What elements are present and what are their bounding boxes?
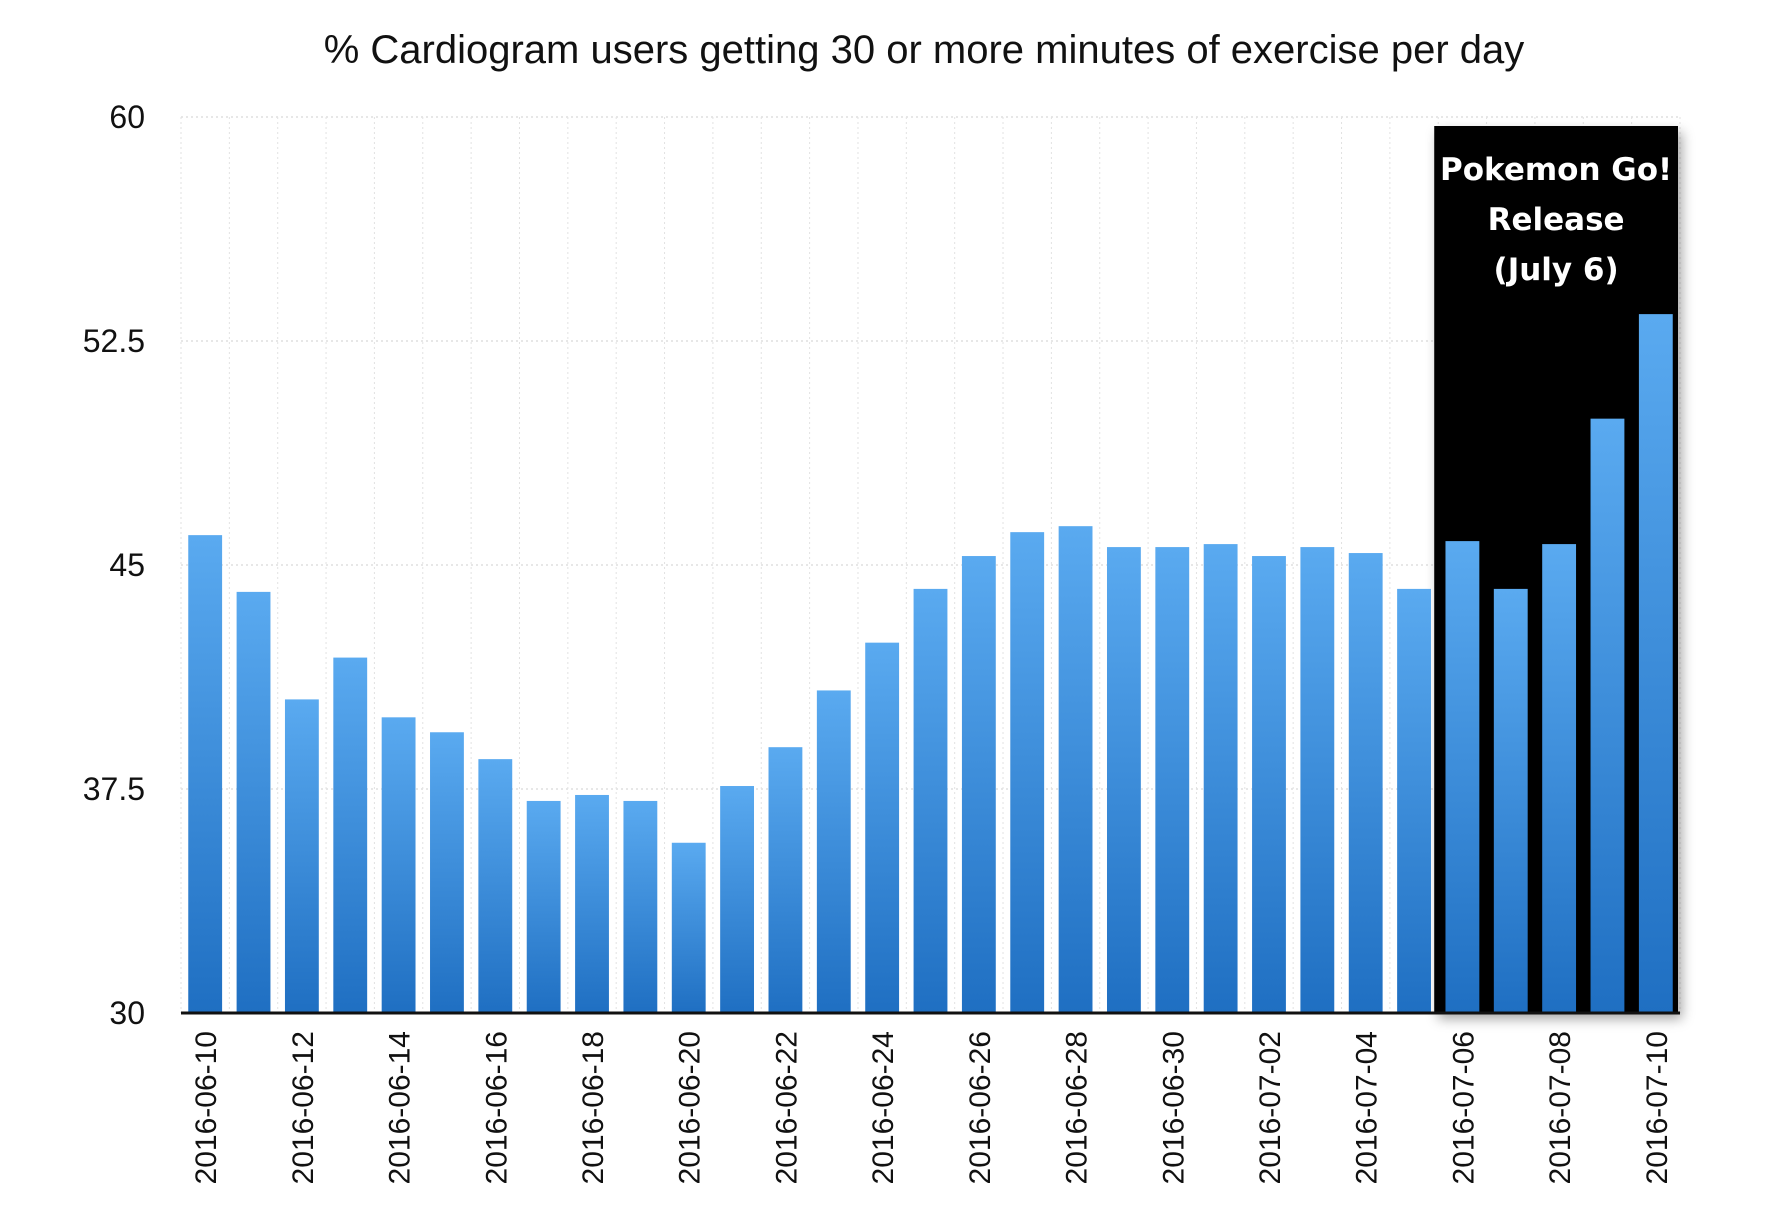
y-tick-label: 30 — [109, 995, 145, 1031]
x-tick-label: 2016-07-06 — [1447, 1031, 1480, 1184]
annotation-line: (July 6) — [1494, 252, 1619, 288]
bar-2016-06-28 — [1058, 526, 1093, 1013]
x-tick-label: 2016-07-08 — [1544, 1031, 1577, 1184]
x-tick-label: 2016-06-16 — [480, 1031, 513, 1184]
bar-2016-06-26 — [961, 556, 996, 1013]
x-tick-label: 2016-06-28 — [1061, 1031, 1094, 1184]
bar-2016-06-27 — [1010, 532, 1045, 1013]
bar-2016-06-21 — [720, 786, 755, 1013]
y-tick-label: 52.5 — [83, 323, 145, 359]
bar-2016-07-02 — [1252, 556, 1286, 1013]
x-tick-label: 2016-07-04 — [1351, 1031, 1384, 1184]
bar-2016-06-19 — [623, 800, 658, 1013]
bar-2016-06-23 — [816, 690, 851, 1013]
bar-2016-06-14 — [381, 717, 416, 1013]
bar-2016-06-16 — [478, 759, 513, 1013]
bar-2016-06-30 — [1155, 547, 1190, 1013]
bar-2016-06-24 — [865, 642, 900, 1013]
x-tick-label: 2016-07-10 — [1641, 1031, 1674, 1184]
bar-2016-07-07 — [1493, 588, 1528, 1013]
bar-2016-06-25 — [913, 588, 948, 1013]
x-tick-label: 2016-06-12 — [287, 1031, 320, 1184]
bar-2016-07-04 — [1348, 553, 1383, 1013]
bar-2016-07-05 — [1397, 588, 1431, 1013]
bar-2016-06-22 — [768, 747, 803, 1013]
x-tick-label: 2016-06-10 — [190, 1031, 223, 1184]
x-tick-label: 2016-07-02 — [1254, 1031, 1287, 1184]
annotation-line: Release — [1488, 202, 1625, 238]
bar-2016-06-15 — [430, 732, 464, 1013]
y-tick-labels: 30 37.5 45 52.5 60 — [83, 99, 145, 1031]
bar-2016-06-11 — [236, 591, 271, 1013]
x-tick-label: 2016-06-14 — [384, 1031, 417, 1184]
x-tick-label: 2016-06-20 — [674, 1031, 707, 1184]
bar-2016-06-12 — [284, 699, 319, 1013]
bar-2016-07-01 — [1203, 544, 1238, 1013]
x-tick-label: 2016-06-30 — [1157, 1031, 1190, 1184]
bar-2016-06-29 — [1106, 547, 1141, 1013]
annotation-text: Pokemon Go! Release (July 6) — [1440, 152, 1672, 288]
bar-2016-06-20 — [671, 842, 706, 1013]
bar-2016-06-10 — [188, 535, 223, 1013]
y-tick-label: 45 — [109, 547, 145, 583]
x-tick-label: 2016-06-26 — [964, 1031, 997, 1184]
bar-2016-07-08 — [1542, 544, 1577, 1013]
x-tick-label: 2016-06-18 — [577, 1031, 610, 1184]
x-tick-label: 2016-06-24 — [867, 1031, 900, 1184]
x-tick-label: 2016-06-22 — [770, 1031, 803, 1184]
bar-2016-07-06 — [1445, 541, 1480, 1013]
x-tick-labels: 2016-06-10 2016-06-12 2016-06-14 2016-06-16… — [190, 1031, 1674, 1184]
y-tick-label: 37.5 — [83, 771, 145, 807]
bar-2016-06-18 — [575, 794, 609, 1013]
chart-title: % Cardiogram users getting 30 or more mi… — [324, 28, 1525, 72]
bar-2016-06-13 — [333, 657, 368, 1013]
bar-2016-06-17 — [526, 800, 561, 1013]
bars — [188, 314, 1673, 1013]
bar-2016-07-10 — [1638, 314, 1673, 1013]
annotation-line: Pokemon Go! — [1440, 152, 1672, 188]
y-tick-label: 60 — [109, 99, 145, 135]
bar-2016-07-09 — [1590, 418, 1625, 1013]
bar-2016-07-03 — [1300, 547, 1335, 1013]
